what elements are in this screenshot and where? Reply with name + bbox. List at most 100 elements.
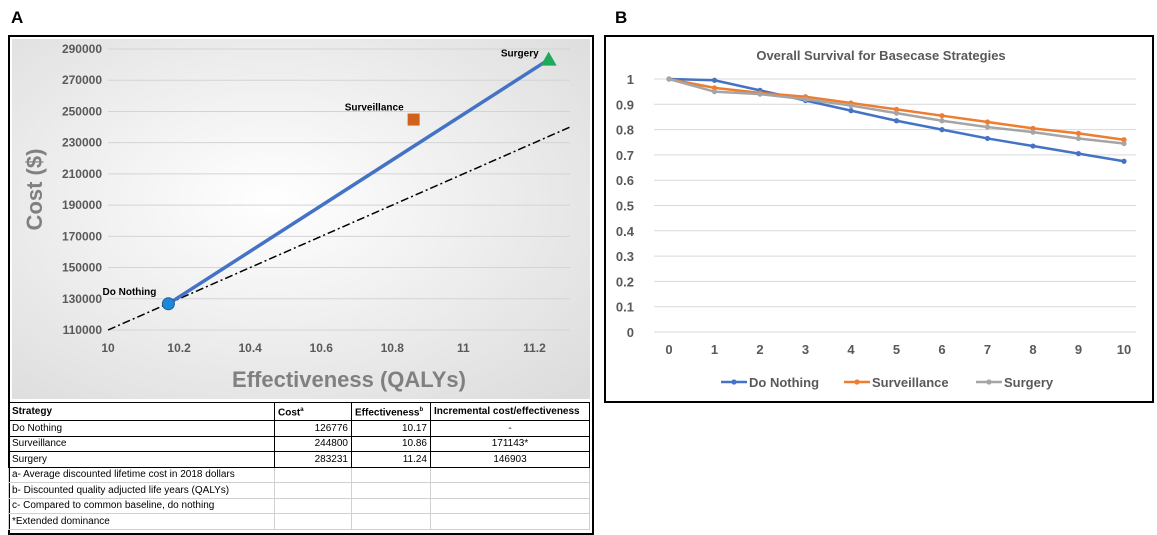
cost-effectiveness-table: Strategy Costa Effectivenessb Incrementa… — [8, 401, 590, 530]
legend-label-surgery: Surgery — [1004, 375, 1054, 390]
cell-effectiveness: 11.24 — [351, 451, 431, 468]
y-tick-label: 270000 — [62, 73, 102, 87]
cell-strategy: Surgery — [8, 451, 275, 468]
footnote-row: a- Average discounted lifetime cost in 2… — [8, 466, 590, 484]
y-tick-label: 0.1 — [616, 300, 634, 315]
data-point-do-nothing — [984, 135, 991, 142]
y-tick-label: 0.9 — [616, 97, 634, 112]
data-point-surgery — [757, 91, 763, 97]
x-tick-label: 10 — [101, 341, 115, 355]
point-label: Surveillance — [345, 103, 404, 114]
y-tick-label: 0.8 — [616, 123, 634, 138]
y-tick-label: 0.2 — [616, 274, 634, 289]
data-point-surveillance — [939, 113, 945, 119]
cost-effectiveness-chart: 110000 130000 150000 170000 190000 210000 2300… — [12, 39, 590, 399]
header-cost: Costa — [274, 401, 352, 422]
y-tick-label: 230000 — [62, 136, 102, 150]
legend-label-surveillance: Surveillance — [872, 375, 949, 390]
data-point-do-nothing — [848, 108, 854, 114]
cell-cost: 126776 — [274, 420, 352, 437]
cell-strategy: Surveillance — [8, 435, 275, 453]
data-point-surgery — [711, 89, 718, 95]
data-point-surgery — [1121, 140, 1127, 147]
x-tick-label: 10.6 — [310, 341, 334, 355]
data-point-do-nothing — [1075, 151, 1082, 157]
y-tick-label: 0.3 — [616, 249, 634, 264]
table-row: Surgery 283231 11.24 146903 — [8, 451, 590, 468]
point-do-nothing — [161, 297, 175, 311]
y-axis-title: Cost ($) — [22, 149, 47, 231]
cell-cost: 283231 — [274, 451, 352, 468]
panel-b-frame: Overall Survival for Basecase Strategies… — [604, 35, 1154, 403]
y-tick-label: 150000 — [62, 261, 102, 275]
y-tick-label: 290000 — [62, 42, 102, 56]
threshold-line — [107, 126, 571, 331]
x-tick-label: 11.2 — [523, 341, 546, 355]
header-icer: Incremental cost/effectiveness — [430, 401, 590, 422]
cell-icer: 171143* — [430, 435, 590, 453]
data-point-surgery — [666, 76, 672, 82]
header-strategy: Strategy — [8, 401, 275, 422]
cell-icer: 146903 — [430, 451, 590, 468]
point-surgery — [540, 51, 557, 66]
cell-icer: - — [430, 420, 590, 437]
legend-marker-do-nothing — [731, 379, 737, 385]
x-tick-label: 8 — [1029, 342, 1036, 357]
data-point-surveillance — [711, 85, 718, 91]
header-effectiveness: Effectivenessb — [351, 401, 431, 422]
data-point-surgery — [984, 124, 991, 130]
x-tick-label: 5 — [893, 342, 900, 357]
data-point-surgery — [1030, 129, 1036, 135]
point-label: Do Nothing — [103, 287, 157, 298]
y-tick-label: 0.7 — [616, 148, 634, 163]
table-row: Surveillance 244800 10.86 171143* — [8, 435, 590, 453]
cell-cost: 244800 — [274, 435, 352, 453]
y-tick-label: 130000 — [62, 292, 102, 306]
table-header-row: Strategy Costa Effectivenessb Incrementa… — [8, 401, 590, 422]
data-point-surveillance — [984, 119, 991, 125]
x-tick-label: 10 — [1117, 342, 1131, 357]
legend-label-do-nothing: Do Nothing — [749, 375, 819, 390]
data-point-do-nothing — [893, 118, 900, 124]
x-tick-label: 1 — [711, 342, 718, 357]
efficiency-frontier-line — [167, 58, 550, 306]
x-tick-label: 0 — [665, 342, 672, 357]
y-tick-label: 0 — [627, 325, 634, 340]
x-tick-label: 9 — [1075, 342, 1082, 357]
x-tick-label: 10.2 — [167, 341, 191, 355]
x-tick-label: 6 — [938, 342, 945, 357]
legend-marker-surgery — [986, 379, 992, 385]
y-tick-label: 1 — [627, 72, 634, 87]
data-point-do-nothing — [1030, 143, 1036, 149]
point-surveillance — [407, 113, 420, 126]
data-point-surgery — [893, 110, 900, 116]
y-tick-label: 170000 — [62, 229, 102, 243]
legend-marker-surveillance — [854, 379, 860, 385]
y-tick-label: 0.6 — [616, 173, 634, 188]
x-axis-title: Effectiveness (QALYs) — [232, 367, 466, 392]
footnote: a- Average discounted lifetime cost in 2… — [8, 466, 275, 484]
x-tick-label: 2 — [756, 342, 763, 357]
x-tick-label: 10.8 — [381, 341, 405, 355]
data-point-surveillance — [1075, 130, 1082, 136]
point-label: Surgery — [501, 49, 539, 60]
cell-effectiveness: 10.17 — [351, 420, 431, 437]
data-point-surgery — [1075, 135, 1082, 142]
y-tick-label: 0.5 — [616, 199, 634, 214]
data-point-surveillance — [1030, 125, 1036, 131]
y-tick-label: 210000 — [62, 167, 102, 181]
survival-chart: Overall Survival for Basecase Strategies… — [616, 48, 1136, 390]
data-point-surveillance — [1121, 137, 1127, 143]
y-tick-label: 110000 — [63, 323, 103, 337]
footnote-row: c- Compared to common baseline, do nothi… — [8, 497, 590, 515]
data-point-do-nothing — [711, 77, 718, 83]
footnote-row: *Extended dominance — [8, 513, 590, 530]
x-tick-label: 3 — [802, 342, 809, 357]
data-point-surgery — [939, 118, 945, 124]
cell-strategy: Do Nothing — [8, 420, 275, 437]
data-point-do-nothing — [1121, 158, 1127, 164]
x-tick-label: 7 — [984, 342, 991, 357]
data-point-do-nothing — [939, 127, 945, 133]
cell-effectiveness: 10.86 — [351, 435, 431, 453]
x-tick-label: 11 — [457, 341, 470, 355]
